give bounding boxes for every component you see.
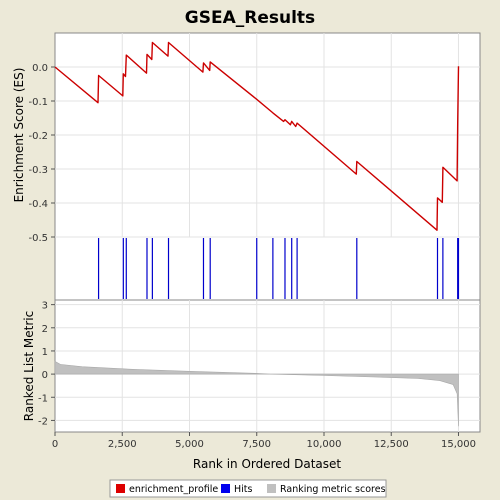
chart-title: GSEA_Results [185, 8, 315, 28]
enrichment-profile-line [54, 41, 460, 231]
legend-swatch-hits [221, 484, 230, 493]
hits-series [97, 238, 460, 299]
rank-y-axis-ticks: 3 2 1 0 -1 -2 [38, 301, 55, 427]
es-gridlines [55, 33, 480, 238]
legend: enrichment_profile Hits Ranking metric s… [109, 479, 387, 498]
legend-label-hits: Hits [234, 484, 253, 495]
rank-y-tick-label: 3 [42, 301, 48, 312]
es-y-axis-label: Enrichment Score (ES) [12, 68, 26, 203]
legend-label-ranking-metric: Ranking metric scores [280, 484, 386, 495]
x-tick-label: 2,500 [108, 439, 137, 450]
x-tick-label: 10,000 [306, 439, 341, 450]
x-tick-label: 7,500 [242, 439, 271, 450]
x-tick-label: 5,000 [175, 439, 204, 450]
hits-panel-area [54, 236, 481, 301]
rank-y-tick-label: 1 [42, 347, 48, 358]
legend-swatch-ranking-metric [267, 484, 276, 493]
enrichment-profile-series [54, 41, 460, 231]
x-tick-label: 15,000 [441, 439, 476, 450]
x-tick-label: 0 [52, 439, 58, 450]
rank-y-tick-label: -2 [38, 416, 48, 427]
rank-y-tick-label: -1 [38, 393, 48, 404]
legend-box [109, 479, 387, 498]
rank-y-axis-label: Ranked List Metric [22, 311, 36, 421]
x-tick-label: 12,500 [374, 439, 409, 450]
es-y-tick-label: 0.0 [32, 63, 48, 74]
es-y-axis-ticks: 0.0 -0.1 -0.2 -0.3 -0.4 -0.5 [28, 63, 55, 244]
es-y-tick-label: -0.1 [28, 97, 48, 108]
legend-swatch-enrichment-profile [116, 484, 125, 493]
ranking-metric-series [54, 360, 459, 427]
rank-y-tick-label: 0 [42, 370, 48, 381]
es-y-tick-label: -0.5 [28, 233, 48, 244]
ranking-metric-area [54, 360, 459, 427]
es-y-tick-label: -0.3 [28, 165, 48, 176]
es-y-tick-label: -0.2 [28, 131, 48, 142]
x-axis-label: Rank in Ordered Dataset [193, 457, 341, 471]
legend-label-enrichment-profile: enrichment_profile [129, 484, 218, 495]
rank-panel-area [54, 299, 481, 433]
es-y-tick-label: -0.4 [28, 199, 48, 210]
x-axis-ticks: 0 2,500 5,000 7,500 10,000 12,500 15,000 [52, 432, 476, 450]
rank-y-tick-label: 2 [42, 324, 48, 335]
